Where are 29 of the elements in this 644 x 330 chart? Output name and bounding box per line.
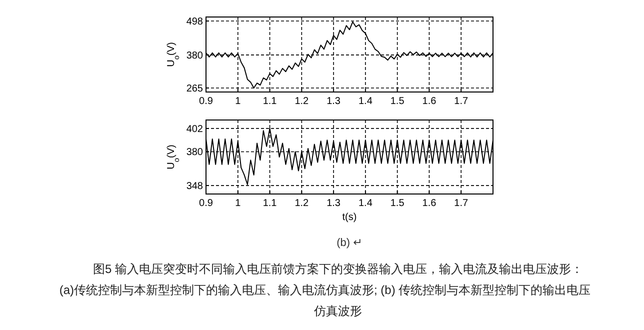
x-tick-label: 1.1: [262, 96, 278, 107]
x-tick-label: 1.1: [262, 198, 278, 209]
y-tick-label: 402: [186, 124, 204, 135]
x-tick-label: 1.5: [390, 198, 405, 209]
x-tick-label: 1.4: [358, 96, 373, 107]
x-tick-label: 1.2: [294, 198, 310, 209]
text: (a)传统控制与本新型控制下的输入电压、输入电流仿真波形; (b) 传统控制与本新型控制下的输出电压: [59, 283, 591, 297]
y-tick-label: 498: [186, 16, 204, 28]
y-tick-label: 348: [186, 181, 204, 192]
x-tick-label: 1.3: [326, 96, 341, 107]
x-tick-label: 1.2: [294, 96, 310, 107]
x-tick-label: 1.7: [454, 198, 468, 209]
y-tick-label: 265: [186, 83, 204, 94]
x-tick-label: 1.4: [358, 198, 373, 209]
x-axis-title: t(s): [342, 212, 357, 223]
y-tick-label: 380: [186, 50, 204, 62]
x-tick-label: 1.6: [422, 198, 437, 209]
x-tick-label: 0.9: [199, 96, 214, 107]
text: 仿真波形: [313, 304, 362, 318]
x-tick-label: 1.6: [422, 96, 437, 107]
x-tick-label: 0.9: [199, 198, 214, 209]
text: (b) ↵: [336, 237, 362, 249]
y-tick-label: 380: [186, 147, 204, 158]
x-tick-label: 1: [235, 96, 242, 107]
x-tick-label: 1.3: [326, 198, 341, 209]
x-tick-label: 1.5: [390, 96, 405, 107]
x-tick-label: 1: [235, 198, 242, 209]
caption: 图5 输入电压突变时不同输入电压前馈方案下的变换器输入电压，输入电流及输出电压波形：: [92, 262, 584, 276]
x-tick-label: 1.7: [454, 96, 468, 107]
